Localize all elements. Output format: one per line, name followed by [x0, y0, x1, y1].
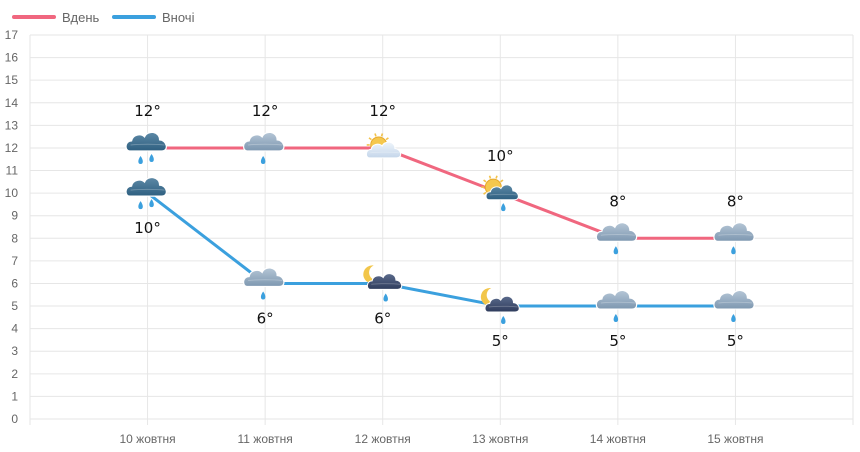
x-tick-label: 14 жовтня	[590, 432, 646, 446]
day-temp-label: 12°	[134, 102, 161, 120]
y-tick-label: 10	[5, 186, 19, 200]
y-tick-label: 14	[5, 96, 19, 110]
night-temp-label: 6°	[257, 309, 274, 327]
y-tick-label: 15	[5, 73, 19, 87]
night-moon-cloud-rain-icon	[363, 265, 403, 302]
weather-icons	[125, 131, 755, 325]
day-temp-label: 10°	[487, 147, 514, 165]
x-tick-label: 11 жовтня	[238, 432, 293, 446]
y-tick-label: 1	[11, 389, 18, 403]
night-cloud-rain-icon	[125, 177, 167, 210]
night-temp-label: 6°	[374, 309, 391, 327]
y-tick-label: 12	[5, 141, 19, 155]
y-tick-label: 7	[11, 254, 18, 268]
x-tick-label: 12 жовтня	[355, 432, 411, 446]
y-tick-label: 2	[11, 367, 18, 381]
day-sun-cloud-icon	[365, 133, 402, 159]
day-cloud-rain-icon	[125, 131, 167, 164]
day-temp-label: 12°	[252, 102, 279, 120]
night-cloud-rain-icon	[713, 289, 755, 323]
night-temp-label: 5°	[727, 332, 744, 350]
y-tick-label: 9	[11, 209, 18, 223]
day-temp-label: 12°	[369, 102, 396, 120]
y-tick-label: 4	[11, 322, 18, 336]
series-lines	[146, 146, 736, 308]
day-temp-label: 8°	[727, 192, 744, 210]
y-tick-label: 13	[5, 118, 19, 132]
y-tick-label: 3	[11, 344, 18, 358]
legend-swatch-day	[12, 15, 56, 19]
y-tick-label: 11	[6, 164, 19, 178]
day-cloud-rain-icon	[713, 222, 755, 255]
night-temp-label: 5°	[492, 332, 509, 350]
legend: Вдень Вночі	[12, 10, 195, 25]
x-axis-ticks: 10 жовтня 11 жовтня 12 жовтня 13 жовтня 14 ж…	[120, 432, 764, 446]
night-temp-label: 10°	[134, 219, 161, 237]
day-temp-label: 8°	[609, 192, 626, 210]
y-tick-label: 16	[5, 51, 19, 65]
x-tick-label: 13 жовтня	[472, 432, 528, 446]
y-tick-label: 6	[11, 276, 18, 290]
night-temp-label: 5°	[609, 332, 626, 350]
y-tick-label: 0	[11, 412, 18, 426]
temperature-labels: 12° 12° 12° 10° 8° 8° 10° 6° 6° 5° 5° 5°	[134, 102, 744, 350]
night-series-line	[146, 191, 736, 308]
day-sun-cloud-rain-icon	[481, 175, 519, 212]
night-moon-cloud-rain-icon	[480, 287, 520, 325]
legend-label-night: Вночі	[162, 10, 195, 25]
legend-item-night[interactable]: Вночі	[112, 10, 195, 25]
legend-swatch-night	[112, 15, 156, 19]
day-cloud-rain-icon	[243, 131, 285, 164]
x-tick-label: 15 жовтня	[707, 432, 763, 446]
legend-item-day[interactable]: Вдень	[12, 10, 100, 25]
night-cloud-rain-icon	[595, 289, 638, 323]
legend-label-day: Вдень	[62, 10, 100, 25]
y-tick-label: 17	[5, 28, 19, 42]
day-cloud-rain-icon	[595, 222, 638, 255]
night-cloud-rain-icon	[243, 267, 285, 300]
y-tick-label: 8	[11, 231, 18, 245]
y-tick-label: 5	[11, 299, 18, 313]
x-tick-label: 10 жовтня	[120, 432, 176, 446]
